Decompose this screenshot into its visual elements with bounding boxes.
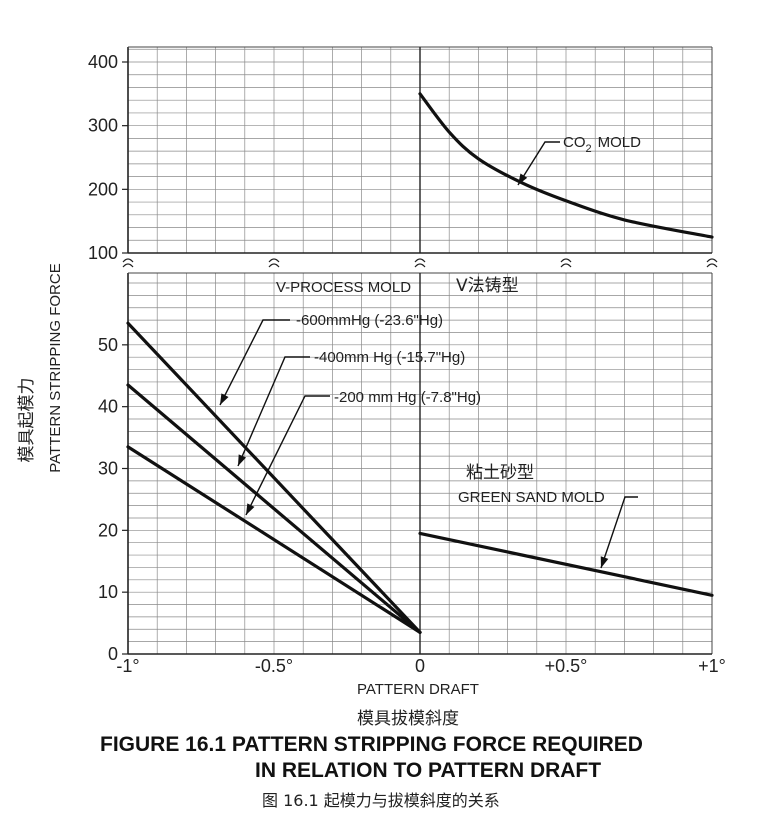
leader-400-arrowhead — [238, 454, 247, 466]
series-line — [126, 445, 422, 634]
vprocess-cn-label: V法铸型 — [456, 276, 519, 296]
axis-break-mark — [560, 258, 572, 268]
x-tick-label: +0.5° — [545, 656, 588, 676]
series-line — [126, 321, 422, 634]
leader-400 — [237, 356, 310, 467]
caption: FIGURE 16.1 PATTERN STRIPPING FORCE REQU… — [100, 733, 643, 810]
x-tick-label: -1° — [116, 656, 139, 676]
series-label: GREEN SAND MOLD — [458, 489, 605, 506]
y-tick-label-lower: 20 — [98, 520, 118, 540]
series-line — [418, 92, 714, 239]
series-line — [126, 383, 422, 634]
caption-cn: 图 16.1 起模力与拔模斜度的关系 — [262, 791, 500, 810]
annotations: CO2 MOLD V-PROCESS MOLD V法铸型 粘土砂型 — [276, 134, 641, 483]
y-tick-label-lower: 30 — [98, 459, 118, 479]
y-axis-label: PATTERN STRIPPING FORCE — [47, 263, 64, 472]
axis-break-mark — [706, 258, 718, 268]
series-label: -600mmHg (-23.6"Hg) — [296, 312, 443, 329]
leader-200 — [245, 395, 330, 516]
x-tick-label: 0 — [415, 656, 425, 676]
caption-line-2: IN RELATION TO PATTERN DRAFT — [255, 759, 601, 782]
series-label: -400mm Hg (-15.7"Hg) — [314, 349, 465, 366]
y-tick-label-lower: 40 — [98, 397, 118, 417]
leader-600 — [219, 319, 290, 406]
axis-break-mark — [268, 258, 280, 268]
series-line — [418, 531, 714, 597]
series: -600mmHg (-23.6"Hg) -400mm Hg (-15.7"Hg) -… — [126, 92, 714, 634]
x-tick-label: +1° — [698, 656, 726, 676]
greensand-leader-arrowhead — [600, 556, 609, 568]
y-tick-label-upper: 400 — [88, 52, 118, 72]
x-axis-label: PATTERN DRAFT — [357, 681, 479, 698]
y-tick-label-upper: 100 — [88, 243, 118, 263]
axis-break-mark — [414, 258, 426, 268]
vprocess-label: V-PROCESS MOLD — [276, 279, 411, 296]
leader-600-arrowhead — [220, 393, 229, 405]
axes: 100 200 300 400 0 10 20 30 40 50 -1° -0.5° 0 +0.5° +1° — [88, 46, 726, 676]
y-tick-label-lower: 10 — [98, 582, 118, 602]
y-tick-label-lower: 0 — [108, 644, 118, 664]
y-tick-label-upper: 300 — [88, 116, 118, 136]
caption-line-1: FIGURE 16.1 PATTERN STRIPPING FORCE REQU… — [100, 733, 643, 756]
axis-break-mark — [122, 258, 134, 268]
y-tick-label-lower: 50 — [98, 335, 118, 355]
axis-labels: PATTERN DRAFT 模具拔模斜度 PATTERN STRIPPING F… — [17, 263, 479, 729]
series-label: -200 mm Hg (-7.8"Hg) — [334, 389, 481, 406]
co2-leader — [517, 141, 560, 186]
y-axis-label-cn: 模具起模力 — [17, 378, 37, 463]
leader-200-arrowhead — [246, 503, 255, 515]
co2-label: CO2 MOLD — [563, 134, 641, 155]
greensand-cn-label: 粘土砂型 — [466, 463, 534, 483]
greensand-leader — [600, 496, 638, 569]
y-tick-label-upper: 200 — [88, 179, 118, 199]
co2-leader-arrowhead — [518, 173, 528, 185]
x-tick-label: -0.5° — [255, 656, 293, 676]
x-axis-label-cn: 模具拔模斜度 — [357, 709, 459, 729]
